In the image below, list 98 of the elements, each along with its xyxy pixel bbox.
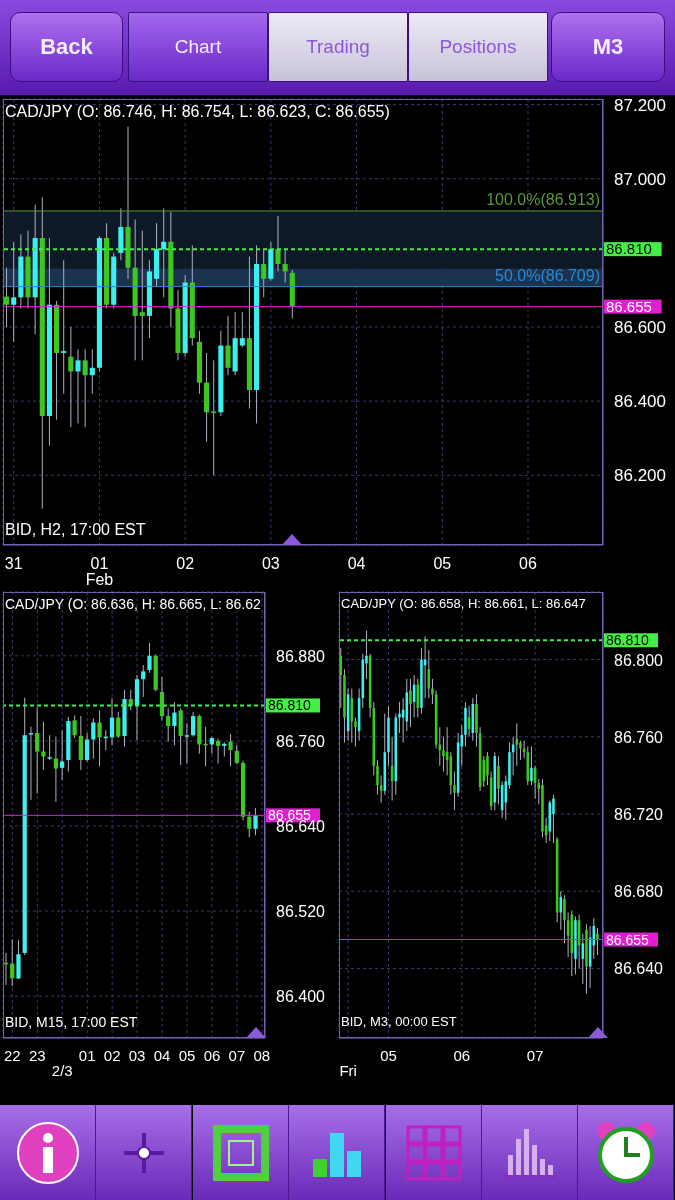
candlestick	[519, 740, 522, 761]
x-tick-label: 23	[28, 1047, 46, 1064]
x-tick-label: 07	[228, 1047, 246, 1064]
candlestick	[139, 230, 145, 361]
candlestick	[4, 267, 10, 328]
x-tick-label: 03	[261, 555, 280, 572]
candlestick	[234, 744, 239, 765]
candlestick	[215, 738, 221, 765]
candlestick	[116, 711, 121, 739]
annotation: 50.0%(86.709)	[495, 266, 600, 285]
candlestick	[261, 248, 267, 298]
x-tick-label: 02	[103, 1047, 121, 1064]
y-tick-label: 86.520	[276, 903, 326, 921]
text: Trading	[306, 36, 370, 58]
candlestick	[253, 807, 258, 836]
x-tick-label: 04	[347, 555, 366, 572]
candlestick	[91, 717, 96, 760]
candlestick	[530, 745, 533, 786]
candlestick	[228, 733, 233, 767]
candlestick	[239, 311, 245, 348]
x-tick-label: 02	[176, 555, 195, 572]
candlestick	[75, 348, 81, 424]
x-tick-label: 01	[78, 1047, 96, 1064]
x-tick-label: 05	[380, 1047, 397, 1064]
candlestick	[282, 248, 288, 284]
candlestick	[72, 714, 77, 739]
text: Positions	[439, 36, 517, 58]
annotation: BID, M3, 00:00 EST	[341, 1014, 457, 1029]
y-tick-label: 86.760	[276, 732, 326, 750]
candlestick	[275, 215, 281, 272]
candlestick	[191, 711, 196, 738]
candlestick	[166, 707, 171, 743]
y-tick-label: 86.680	[614, 883, 664, 901]
chart-title: CAD/JPY (O: 86.636, H: 86.665, L: 86.62	[5, 596, 261, 612]
annotation: BID, M15, 17:00 EST	[5, 1014, 138, 1030]
candlestick	[247, 811, 252, 838]
candlestick	[97, 709, 102, 767]
x-tick-label: 06	[203, 1047, 221, 1064]
candlestick	[147, 642, 152, 674]
candlestick	[141, 664, 146, 698]
x-tick-label: 2/3	[51, 1062, 73, 1079]
chart-title: CAD/JPY (O: 86.746, H: 86.754, L: 86.623, C: 86.655)	[5, 103, 390, 121]
y-tick-label: 87.000	[614, 169, 666, 189]
x-tick-label: 01 Feb	[85, 555, 114, 588]
text: M3	[592, 34, 624, 60]
y-tick-label: 86.720	[614, 806, 664, 824]
x-tick-label: 05	[433, 555, 452, 572]
candlestick	[68, 326, 74, 428]
candlestick	[172, 701, 177, 746]
chart-title: CAD/JPY (O: 86.658, H: 86.661, L: 86.647	[341, 596, 586, 611]
candlestick	[109, 697, 115, 746]
x-tick-label: 04	[153, 1047, 171, 1064]
candlestick	[354, 717, 357, 747]
ref-line-label: 86.655	[606, 931, 650, 948]
x-tick-label: 06	[453, 1047, 471, 1064]
candlestick	[453, 771, 456, 811]
y-tick-label: 87.200	[614, 95, 666, 115]
x-tick-label: 07	[526, 1047, 544, 1064]
candlestick	[47, 734, 52, 761]
annotation: 100.0%(86.913)	[486, 190, 600, 209]
text: Back	[40, 34, 93, 60]
y-tick-label: 86.880	[276, 647, 326, 665]
candlestick	[35, 707, 40, 794]
ref-line-label: 86.810	[268, 697, 312, 714]
candlestick	[225, 315, 231, 376]
candlestick	[184, 722, 190, 765]
candlestick	[398, 701, 401, 734]
candlestick	[552, 794, 555, 844]
candlestick	[84, 732, 90, 762]
y-tick-label: 86.400	[276, 988, 326, 1006]
candlestick	[60, 729, 65, 781]
y-tick-label: 86.760	[614, 728, 664, 746]
candlestick	[82, 348, 88, 428]
y-tick-label: 86.800	[614, 651, 664, 669]
x-tick-label: 22	[4, 1047, 21, 1064]
y-tick-label: 86.200	[614, 466, 666, 486]
candlestick	[41, 721, 46, 771]
candlestick	[28, 726, 34, 801]
candlestick	[53, 736, 59, 803]
x-tick-label: 31	[4, 555, 23, 572]
y-tick-label: 86.600	[614, 318, 666, 338]
x-tick-label: 03	[128, 1047, 146, 1064]
x-tick-label: 06	[519, 555, 537, 572]
candlestick	[61, 259, 67, 395]
candlestick	[596, 927, 599, 956]
x-tick-label: 08	[253, 1047, 271, 1064]
ref-line-label: 86.810	[606, 632, 650, 649]
ref-line-label: 86.655	[606, 297, 652, 315]
text: Chart	[174, 36, 222, 58]
y-tick-label: 86.640	[614, 960, 664, 978]
candlestick	[11, 241, 17, 343]
x-tick-label: Fri	[339, 1062, 357, 1079]
ref-line-label: 86.810	[606, 240, 652, 258]
candlestick	[89, 348, 95, 395]
annotation: BID, H2, 17:00 EST	[5, 521, 146, 539]
x-tick-label: 05	[178, 1047, 196, 1064]
y-tick-label: 86.400	[614, 392, 666, 412]
candlestick	[409, 678, 412, 728]
